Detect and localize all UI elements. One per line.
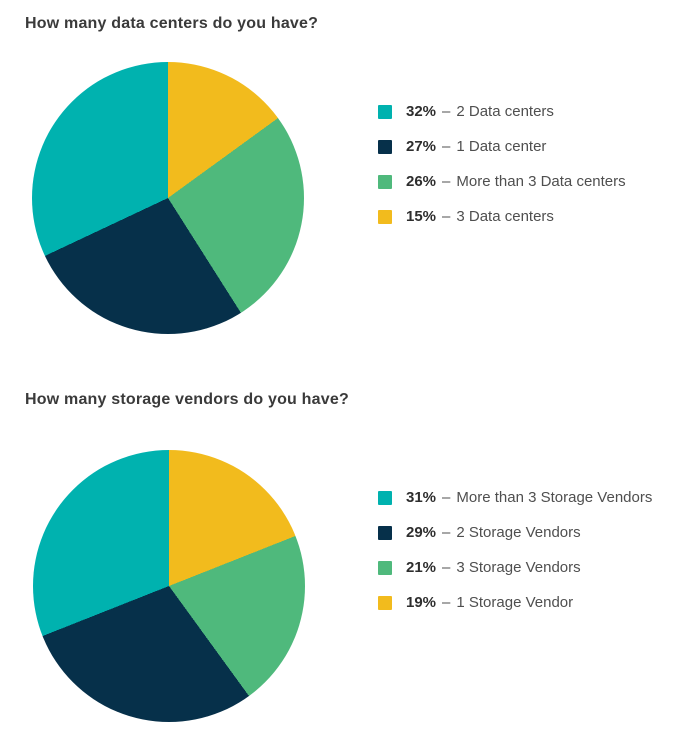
legend-swatch	[378, 140, 392, 154]
legend-item: 32% – 2 Data centers	[378, 102, 626, 122]
legend-value: 27%	[406, 138, 437, 155]
data-centers-chart-title: How many data centers do you have?	[25, 15, 319, 32]
legend-item: 29% – 2 Storage Vendors	[378, 523, 652, 543]
legend-separator: –	[442, 208, 451, 225]
legend-separator: –	[442, 138, 451, 155]
data-centers-legend: 32% – 2 Data centers 27% – 1 Data center…	[378, 102, 626, 227]
legend-label: 1 Data center	[456, 138, 547, 155]
legend-swatch	[378, 596, 392, 610]
legend-swatch	[378, 210, 392, 224]
legend-item: 27% – 1 Data center	[378, 137, 626, 157]
legend-separator: –	[442, 559, 451, 576]
legend-label: More than 3 Data centers	[456, 173, 626, 190]
legend-separator: –	[442, 173, 451, 190]
legend-value: 32%	[406, 103, 437, 120]
legend-label: More than 3 Storage Vendors	[456, 489, 653, 506]
legend-value: 21%	[406, 559, 437, 576]
legend-label: 1 Storage Vendor	[456, 594, 574, 611]
legend-separator: –	[442, 524, 451, 541]
legend-value: 26%	[406, 173, 437, 190]
legend-swatch	[378, 105, 392, 119]
legend-swatch	[378, 526, 392, 540]
legend-separator: –	[442, 103, 451, 120]
legend-swatch	[378, 561, 392, 575]
legend-item: 19% – 1 Storage Vendor	[378, 593, 652, 613]
legend-item: 21% – 3 Storage Vendors	[378, 558, 652, 578]
legend-item: 31% – More than 3 Storage Vendors	[378, 488, 652, 508]
legend-value: 31%	[406, 489, 437, 506]
legend-separator: –	[442, 489, 451, 506]
legend-label: 3 Storage Vendors	[456, 559, 581, 576]
legend-label: 2 Data centers	[456, 103, 554, 120]
legend-item: 15% – 3 Data centers	[378, 207, 626, 227]
legend-swatch	[378, 175, 392, 189]
legend-separator: –	[442, 594, 451, 611]
storage-vendors-pie-chart	[33, 450, 305, 722]
legend-label: 2 Storage Vendors	[456, 524, 581, 541]
legend-value: 19%	[406, 594, 437, 611]
legend-value: 15%	[406, 208, 437, 225]
legend-swatch	[378, 491, 392, 505]
data-centers-pie-chart	[32, 62, 304, 334]
legend-label: 3 Data centers	[456, 208, 554, 225]
storage-vendors-legend: 31% – More than 3 Storage Vendors 29% – …	[378, 488, 652, 613]
storage-vendors-chart-title: How many storage vendors do you have?	[25, 391, 349, 408]
legend-item: 26% – More than 3 Data centers	[378, 172, 626, 192]
legend-value: 29%	[406, 524, 437, 541]
